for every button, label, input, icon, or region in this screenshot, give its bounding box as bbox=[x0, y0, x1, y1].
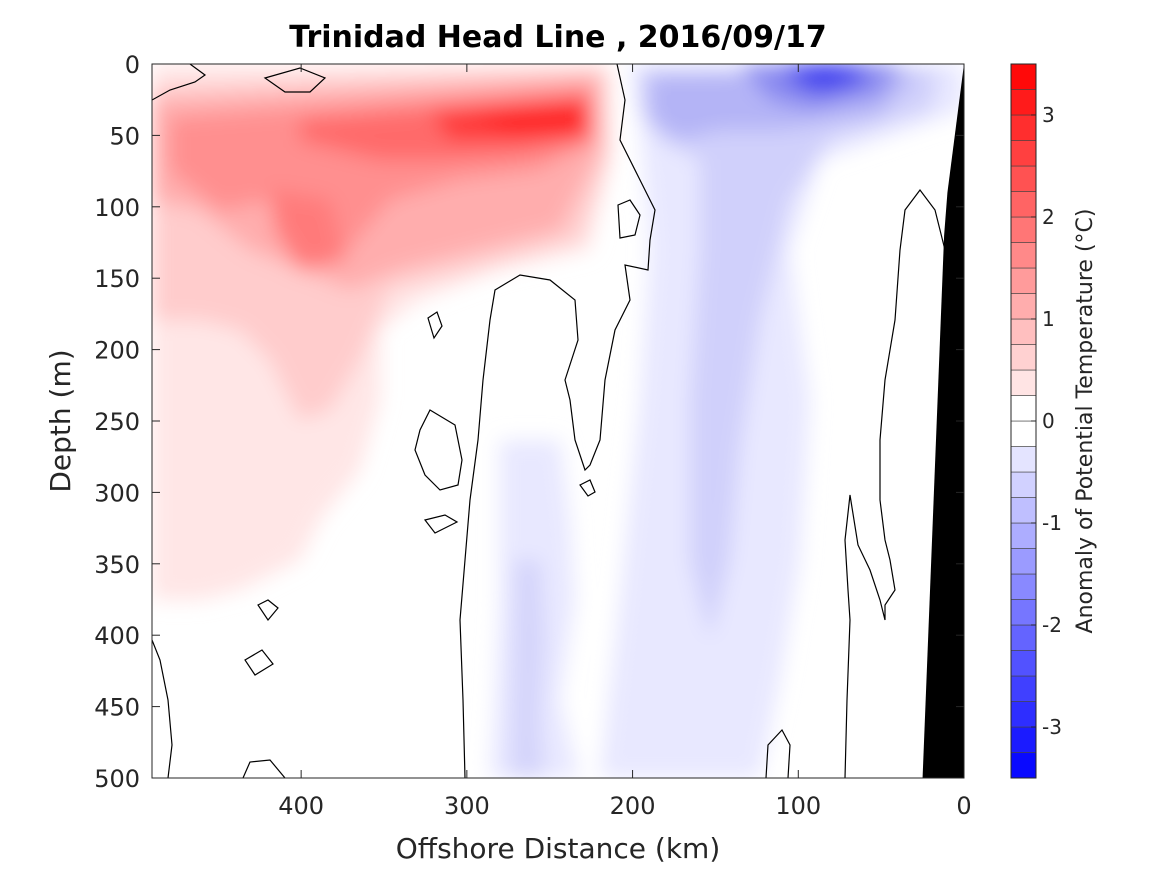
zero-contour-right-inner bbox=[844, 189, 946, 778]
zero-contour-small-7 bbox=[244, 649, 274, 676]
zero-contour-small-5 bbox=[579, 479, 596, 497]
cold-level-2 bbox=[640, 70, 940, 640]
cold-level-5 bbox=[780, 64, 870, 95]
cold-level-6 bbox=[800, 64, 850, 80]
colorbar-label: Anomaly of Potential Temperature (°C) bbox=[1073, 209, 1098, 634]
zero-contour-small-1 bbox=[617, 199, 641, 239]
zero-contour-main bbox=[459, 64, 656, 778]
colorbar-swatch bbox=[1010, 344, 1037, 371]
x-axis: 400 300 200 100 0 bbox=[278, 64, 972, 820]
colorbar-swatch bbox=[1010, 395, 1037, 422]
colorbar-swatch bbox=[1010, 650, 1037, 677]
colorbar-swatch bbox=[1010, 701, 1037, 728]
bathymetry-seafloor bbox=[922, 64, 964, 778]
colorbar-tick-label: 3 bbox=[1042, 103, 1055, 127]
zero-contour-bottom-right bbox=[765, 728, 791, 778]
colorbar-ticks: 3 2 1 0 -1 -2 -3 bbox=[1031, 103, 1062, 739]
y-tick-label: 450 bbox=[94, 694, 140, 722]
colorbar-swatch bbox=[1010, 63, 1037, 90]
x-tick-label: 0 bbox=[956, 792, 971, 820]
zero-contour-upper-left bbox=[152, 64, 207, 101]
colorbar-swatch bbox=[1010, 165, 1037, 192]
y-tick-label: 300 bbox=[94, 479, 140, 507]
chart-title: Trinidad Head Line , 2016/09/17 bbox=[289, 20, 826, 55]
zero-contour-small-6 bbox=[257, 599, 279, 622]
x-tick-label: 300 bbox=[444, 792, 490, 820]
colorbar-swatch bbox=[1010, 191, 1037, 218]
x-tick-label: 100 bbox=[775, 792, 821, 820]
colorbar-swatch bbox=[1010, 726, 1037, 753]
colorbar-swatch bbox=[1010, 140, 1037, 167]
y-tick-label: 200 bbox=[94, 337, 140, 365]
x-axis-label: Offshore Distance (km) bbox=[396, 832, 721, 865]
colorbar-tick-label: 2 bbox=[1042, 205, 1055, 229]
colorbar-swatch bbox=[1010, 420, 1037, 447]
y-tick-label: 100 bbox=[94, 194, 140, 222]
colorbar-swatch bbox=[1010, 318, 1037, 345]
x-tick-label: 200 bbox=[610, 792, 656, 820]
cold-level-1 bbox=[600, 64, 964, 778]
colorbar-swatch bbox=[1010, 446, 1037, 473]
x-tick-label: 400 bbox=[278, 792, 324, 820]
zero-contour-left-edge bbox=[152, 639, 173, 778]
y-tick-label: 350 bbox=[94, 551, 140, 579]
colorbar-swatch bbox=[1010, 573, 1037, 600]
colorbar-swatch bbox=[1010, 548, 1037, 575]
colorbar-swatch bbox=[1010, 293, 1037, 320]
colorbar-swatch bbox=[1010, 216, 1037, 243]
colorbar-swatch bbox=[1010, 267, 1037, 294]
cold-anomaly-field bbox=[490, 64, 964, 778]
zero-contour-small-4 bbox=[423, 514, 459, 534]
colorbar-tick-label: -3 bbox=[1042, 715, 1062, 739]
colorbar-tick-label: -1 bbox=[1042, 511, 1062, 535]
colorbar-swatch bbox=[1010, 624, 1037, 651]
y-tick-label: 150 bbox=[94, 265, 140, 293]
colorbar-swatch bbox=[1010, 522, 1037, 549]
y-tick-label: 500 bbox=[94, 765, 140, 793]
colorbar-swatch bbox=[1010, 89, 1037, 116]
warm-level-5b bbox=[270, 190, 345, 270]
colorbar-swatch bbox=[1010, 471, 1037, 498]
y-tick-label: 400 bbox=[94, 622, 140, 650]
colorbar-swatch bbox=[1010, 497, 1037, 524]
zero-contour-blob-3 bbox=[414, 409, 463, 491]
colorbar-swatch bbox=[1010, 675, 1037, 702]
warm-anomaly-field bbox=[152, 64, 612, 600]
y-tick-label: 0 bbox=[125, 51, 140, 79]
colorbar-tick-label: 0 bbox=[1042, 409, 1055, 433]
colorbar-swatch bbox=[1010, 752, 1037, 779]
plot-area bbox=[152, 64, 964, 778]
zero-contour-small-2 bbox=[427, 311, 443, 340]
colorbar-swatch bbox=[1010, 599, 1037, 626]
y-tick-label: 50 bbox=[109, 122, 140, 150]
colorbar-swatch bbox=[1010, 369, 1037, 396]
zero-contour-upper-blob bbox=[263, 67, 327, 93]
colorbar bbox=[1010, 63, 1037, 779]
y-tick-label: 250 bbox=[94, 408, 140, 436]
warm-level-7 bbox=[470, 105, 580, 132]
cold-band-offshore-core bbox=[510, 560, 545, 778]
y-axis-label: Depth (m) bbox=[44, 349, 77, 492]
zero-contours bbox=[152, 64, 946, 778]
y-axis: 0 50 100 150 200 250 300 350 400 450 500 bbox=[94, 51, 964, 793]
colorbar-tick-label: -2 bbox=[1042, 613, 1062, 637]
zero-contour-bottom bbox=[242, 759, 286, 778]
colorbar-tick-label: 1 bbox=[1042, 307, 1055, 331]
colorbar-swatch bbox=[1010, 242, 1037, 269]
colorbar-swatch bbox=[1010, 114, 1037, 141]
